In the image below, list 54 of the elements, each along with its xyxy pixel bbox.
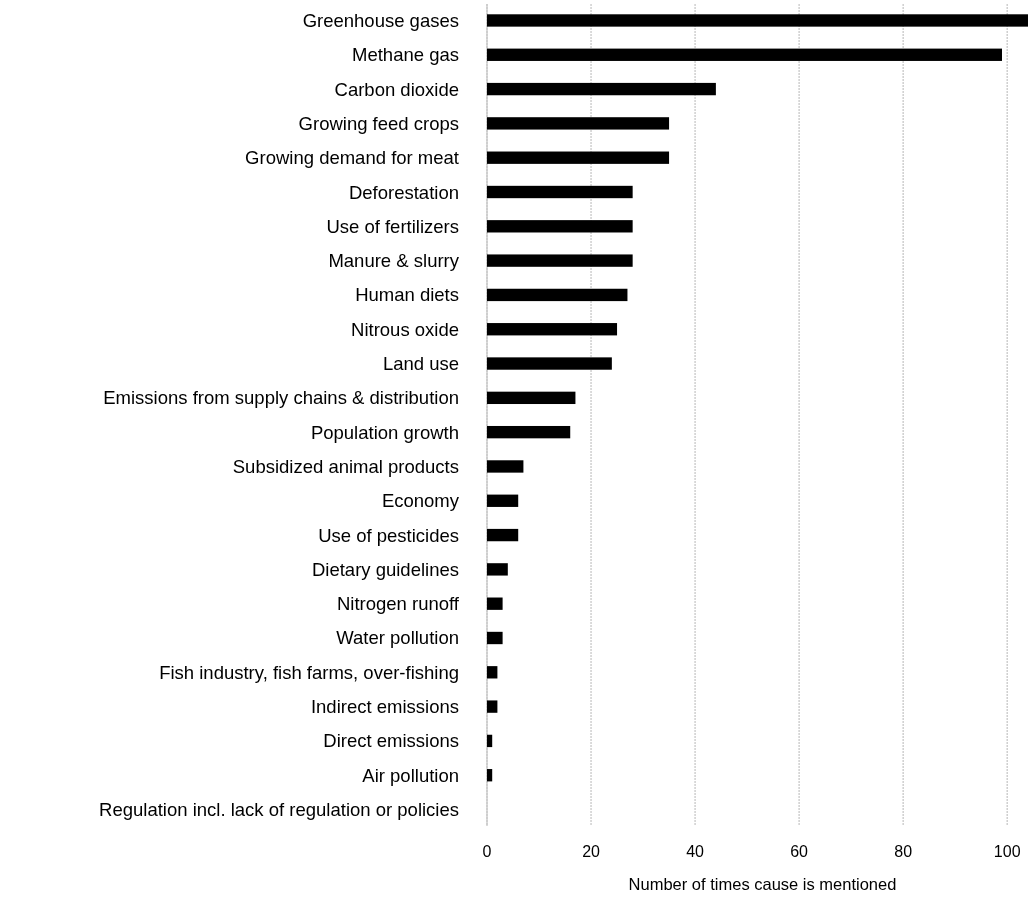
bar xyxy=(487,666,498,679)
bar xyxy=(487,220,633,233)
y-tick-label: Growing demand for meat xyxy=(245,147,459,169)
bar xyxy=(487,185,633,199)
bar xyxy=(487,563,508,576)
x-tick-label: 0 xyxy=(482,843,492,860)
y-tick-label: Land use xyxy=(382,353,459,375)
y-tick-label: Subsidized animal products xyxy=(232,455,459,477)
y-tick-label: Water pollution xyxy=(336,627,459,649)
y-tick-label: Nitrous oxide xyxy=(351,318,459,340)
y-tick-label: Carbon dioxide xyxy=(334,78,459,100)
bar xyxy=(487,391,576,405)
bar xyxy=(487,631,503,645)
bar xyxy=(487,288,628,302)
bar xyxy=(487,700,498,713)
bar xyxy=(487,14,1028,27)
bar xyxy=(487,528,519,542)
bar xyxy=(487,151,670,164)
x-axis-title: Number of times cause is mentioned xyxy=(628,875,897,893)
y-tick-label: Dietary guidelines xyxy=(311,558,459,580)
y-tick-label: Indirect emissions xyxy=(310,696,459,718)
y-tick-label: Fish industry, fish farms, over-fishing xyxy=(159,661,459,683)
bar xyxy=(487,425,571,439)
x-tick-label: 40 xyxy=(686,843,705,860)
y-tick-label: Population growth xyxy=(310,421,459,443)
bar xyxy=(487,254,633,267)
y-tick-label: Growing feed crops xyxy=(298,112,459,134)
x-tick-label: 80 xyxy=(894,843,913,860)
y-tick-label: Regulation incl. lack of regulation or policies xyxy=(99,799,459,821)
y-tick-label: Economy xyxy=(381,490,460,512)
bar xyxy=(487,494,519,507)
bar xyxy=(487,357,612,370)
bar xyxy=(487,460,524,473)
y-tick-label: Methane gas xyxy=(352,44,459,66)
y-tick-label: Emissions from supply chains & distribution xyxy=(103,387,459,409)
y-tick-label: Use of fertilizers xyxy=(326,215,459,237)
bar xyxy=(487,48,1002,61)
y-tick-label: Air pollution xyxy=(362,764,459,786)
y-tick-label: Nitrogen runoff xyxy=(336,593,460,615)
x-tick-label: 20 xyxy=(582,843,601,860)
y-tick-label: Human diets xyxy=(355,284,459,306)
y-tick-label: Use of pesticides xyxy=(318,524,459,546)
y-tick-label: Deforestation xyxy=(348,181,459,203)
bar xyxy=(487,82,716,96)
bar xyxy=(487,323,618,336)
bar xyxy=(487,769,493,782)
bar xyxy=(487,734,493,748)
y-tick-label: Manure & slurry xyxy=(328,250,460,272)
bar xyxy=(487,597,503,610)
x-tick-label: 60 xyxy=(790,843,809,860)
x-tick-label: 100 xyxy=(993,843,1021,860)
y-tick-label: Direct emissions xyxy=(323,730,459,752)
bar xyxy=(487,117,670,130)
y-tick-label: Greenhouse gases xyxy=(302,9,459,31)
